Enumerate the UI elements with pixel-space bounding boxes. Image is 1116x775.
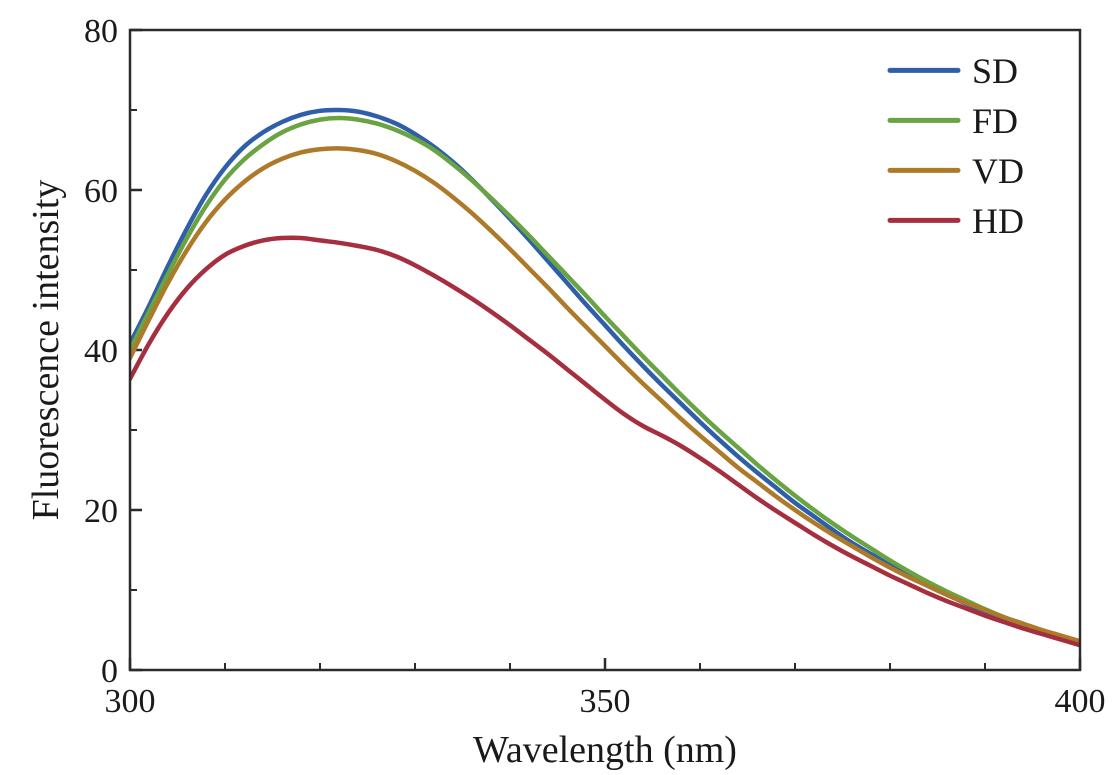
legend-label: FD: [972, 101, 1018, 141]
chart-svg: 300350400020406080Wavelength (nm)Fluores…: [0, 0, 1116, 775]
y-tick-label: 80: [84, 13, 118, 50]
y-tick-label: 20: [84, 493, 118, 530]
legend-label: SD: [972, 51, 1018, 91]
y-tick-label: 60: [84, 173, 118, 210]
x-tick-label: 350: [580, 683, 631, 720]
x-axis-label: Wavelength (nm): [473, 729, 737, 771]
fluorescence-chart: 300350400020406080Wavelength (nm)Fluores…: [0, 0, 1116, 775]
x-tick-label: 400: [1055, 683, 1106, 720]
y-tick-label: 40: [84, 333, 118, 370]
y-tick-label: 0: [101, 653, 118, 690]
legend-label: VD: [972, 151, 1024, 191]
y-axis-label: Fluorescence intensity: [25, 180, 67, 521]
legend-label: HD: [972, 201, 1024, 241]
